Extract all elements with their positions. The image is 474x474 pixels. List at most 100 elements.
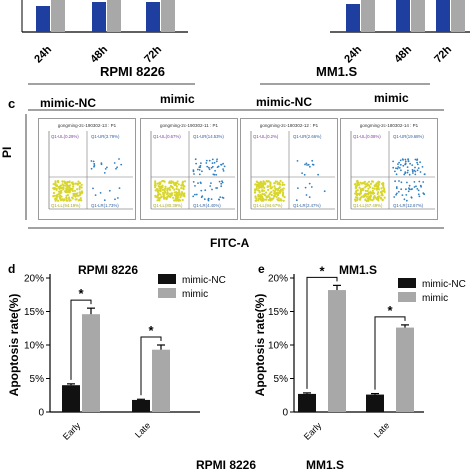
event-dot-live: [53, 194, 56, 197]
event-dot-apoptotic: [206, 165, 209, 168]
event-dot-apoptotic: [303, 173, 306, 176]
event-dot-apoptotic: [414, 158, 417, 161]
event-dot-apoptotic: [411, 170, 414, 173]
event-dot-live: [159, 182, 162, 185]
event-dot-live: [58, 194, 62, 197]
event-dot-apoptotic: [414, 170, 417, 173]
event-dot-apoptotic: [193, 173, 195, 175]
event-dot-apoptotic: [103, 172, 106, 174]
y-axis-label: Apoptosis rate(%): [253, 294, 267, 397]
event-dot-live: [163, 188, 166, 191]
event-dot-apoptotic: [396, 167, 399, 170]
event-dot-live: [257, 199, 260, 202]
event-dot-apoptotic: [205, 162, 208, 164]
top-left-tick-label: 72h: [142, 43, 164, 65]
event-dot-apoptotic: [406, 166, 409, 168]
event-dot-live: [158, 199, 161, 202]
top-right-tick-label: 48h: [392, 43, 414, 65]
event-dot-live: [272, 197, 275, 200]
y-tick-label: 10%: [24, 341, 44, 352]
flow-plot-svg: gongming-2c-180302-14 : P1 Q1-UL(0.08%) Q1…: [350, 123, 435, 210]
event-dot-apoptotic: [392, 160, 394, 163]
flow-plot-title: gongming-2c-180302-14 : P1: [360, 123, 419, 128]
quadrant-ul-label: Q1-UL(0.2%): [253, 134, 279, 139]
event-dot-live: [70, 187, 73, 190]
bar-mimic-NC: [298, 393, 316, 412]
event-dot-live: [372, 196, 375, 199]
event-dot-apoptotic: [196, 168, 199, 171]
event-dot-live: [80, 183, 83, 186]
event-dot-apoptotic: [404, 160, 407, 163]
event-dot-apoptotic: [108, 189, 111, 192]
quadrant-ll-label: Q1-LL(94.67%): [253, 203, 283, 208]
event-dot-live: [367, 180, 371, 183]
event-dot-live: [358, 192, 361, 195]
event-dot-apoptotic: [398, 180, 400, 182]
label-mimic-nc-2: mimic-NC: [256, 95, 313, 109]
event-dot-live: [52, 191, 55, 195]
event-dot-live: [54, 199, 57, 202]
event-dot-apoptotic: [195, 193, 198, 196]
event-dot-live: [178, 199, 182, 202]
event-dot-apoptotic: [200, 162, 202, 164]
event-dot-apoptotic: [94, 194, 97, 196]
quadrant-ll-label: Q1-LL(80.39%): [153, 203, 183, 208]
event-dot-live: [72, 183, 75, 186]
event-dot-live: [55, 194, 59, 197]
event-dot-apoptotic: [403, 198, 406, 201]
event-dot-apoptotic: [307, 163, 310, 166]
event-dot-live: [175, 199, 178, 202]
event-dot-live: [166, 192, 169, 195]
event-dot-apoptotic: [404, 163, 406, 166]
event-dot-live: [356, 183, 359, 187]
top-bar-blue: [36, 6, 50, 32]
event-dot-live: [378, 195, 381, 198]
event-dot-live: [176, 180, 179, 183]
event-dot-live: [359, 181, 362, 184]
event-dot-live: [383, 196, 386, 199]
y-tick-label: 0: [282, 408, 288, 419]
event-dot-live: [156, 199, 159, 202]
event-dot-live: [73, 189, 77, 192]
event-dot-apoptotic: [308, 182, 311, 185]
bar-mimic-NC: [132, 399, 150, 412]
event-dot-apoptotic: [199, 166, 201, 169]
event-dot-apoptotic: [413, 186, 416, 188]
event-dot-live: [259, 195, 262, 198]
significance-bracket: [374, 316, 406, 390]
chart-d: RPMI 8226 Apoptosis rate(%) 0 5% 10% 15% 20% * E…: [7, 263, 226, 442]
event-dot-apoptotic: [200, 182, 202, 184]
event-dot-apoptotic: [197, 182, 199, 184]
event-dot-apoptotic: [405, 188, 407, 191]
y-tick-label: 15%: [24, 307, 44, 318]
event-dot-live: [279, 190, 282, 193]
event-dot-live: [80, 190, 83, 193]
flow-plot: gongming-2c-190302-13 : P1 Q1-UL(0.29%) Q1…: [38, 118, 136, 220]
event-dot-apoptotic: [408, 184, 411, 187]
bottom-label-mm1s: MM1.S: [306, 458, 345, 472]
event-dot-apoptotic: [118, 158, 120, 160]
quadrant-ul-label: Q1-UL(0.08%): [353, 134, 381, 139]
event-dot-live: [172, 196, 175, 199]
event-dot-live: [373, 187, 376, 190]
event-dot-apoptotic: [192, 170, 195, 173]
event-dot-apoptotic: [115, 167, 117, 170]
event-dot-live: [182, 194, 185, 197]
bar-mimic-NC: [366, 394, 384, 412]
event-dot-live: [356, 189, 359, 192]
event-dot-live: [80, 192, 83, 195]
event-dot-live: [283, 183, 286, 186]
top-bar-gray: [51, 0, 65, 32]
event-dot-live: [383, 187, 386, 190]
event-dot-apoptotic: [419, 171, 422, 173]
event-dot-apoptotic: [208, 159, 211, 162]
event-dot-apoptotic: [215, 160, 218, 163]
event-dot-apoptotic: [207, 166, 210, 169]
label-mimic-1: mimic: [160, 92, 195, 106]
event-dot-live: [176, 193, 179, 196]
event-dot-apoptotic: [217, 165, 220, 168]
chart-e: MM1.S Apoptosis rate(%) 0 5% 10% 15% 20% * Early…: [253, 263, 466, 442]
quadrant-ur-label: Q1-UR(3.79%): [91, 134, 120, 139]
event-dot-apoptotic: [311, 159, 314, 162]
event-dot-apoptotic: [114, 198, 116, 201]
